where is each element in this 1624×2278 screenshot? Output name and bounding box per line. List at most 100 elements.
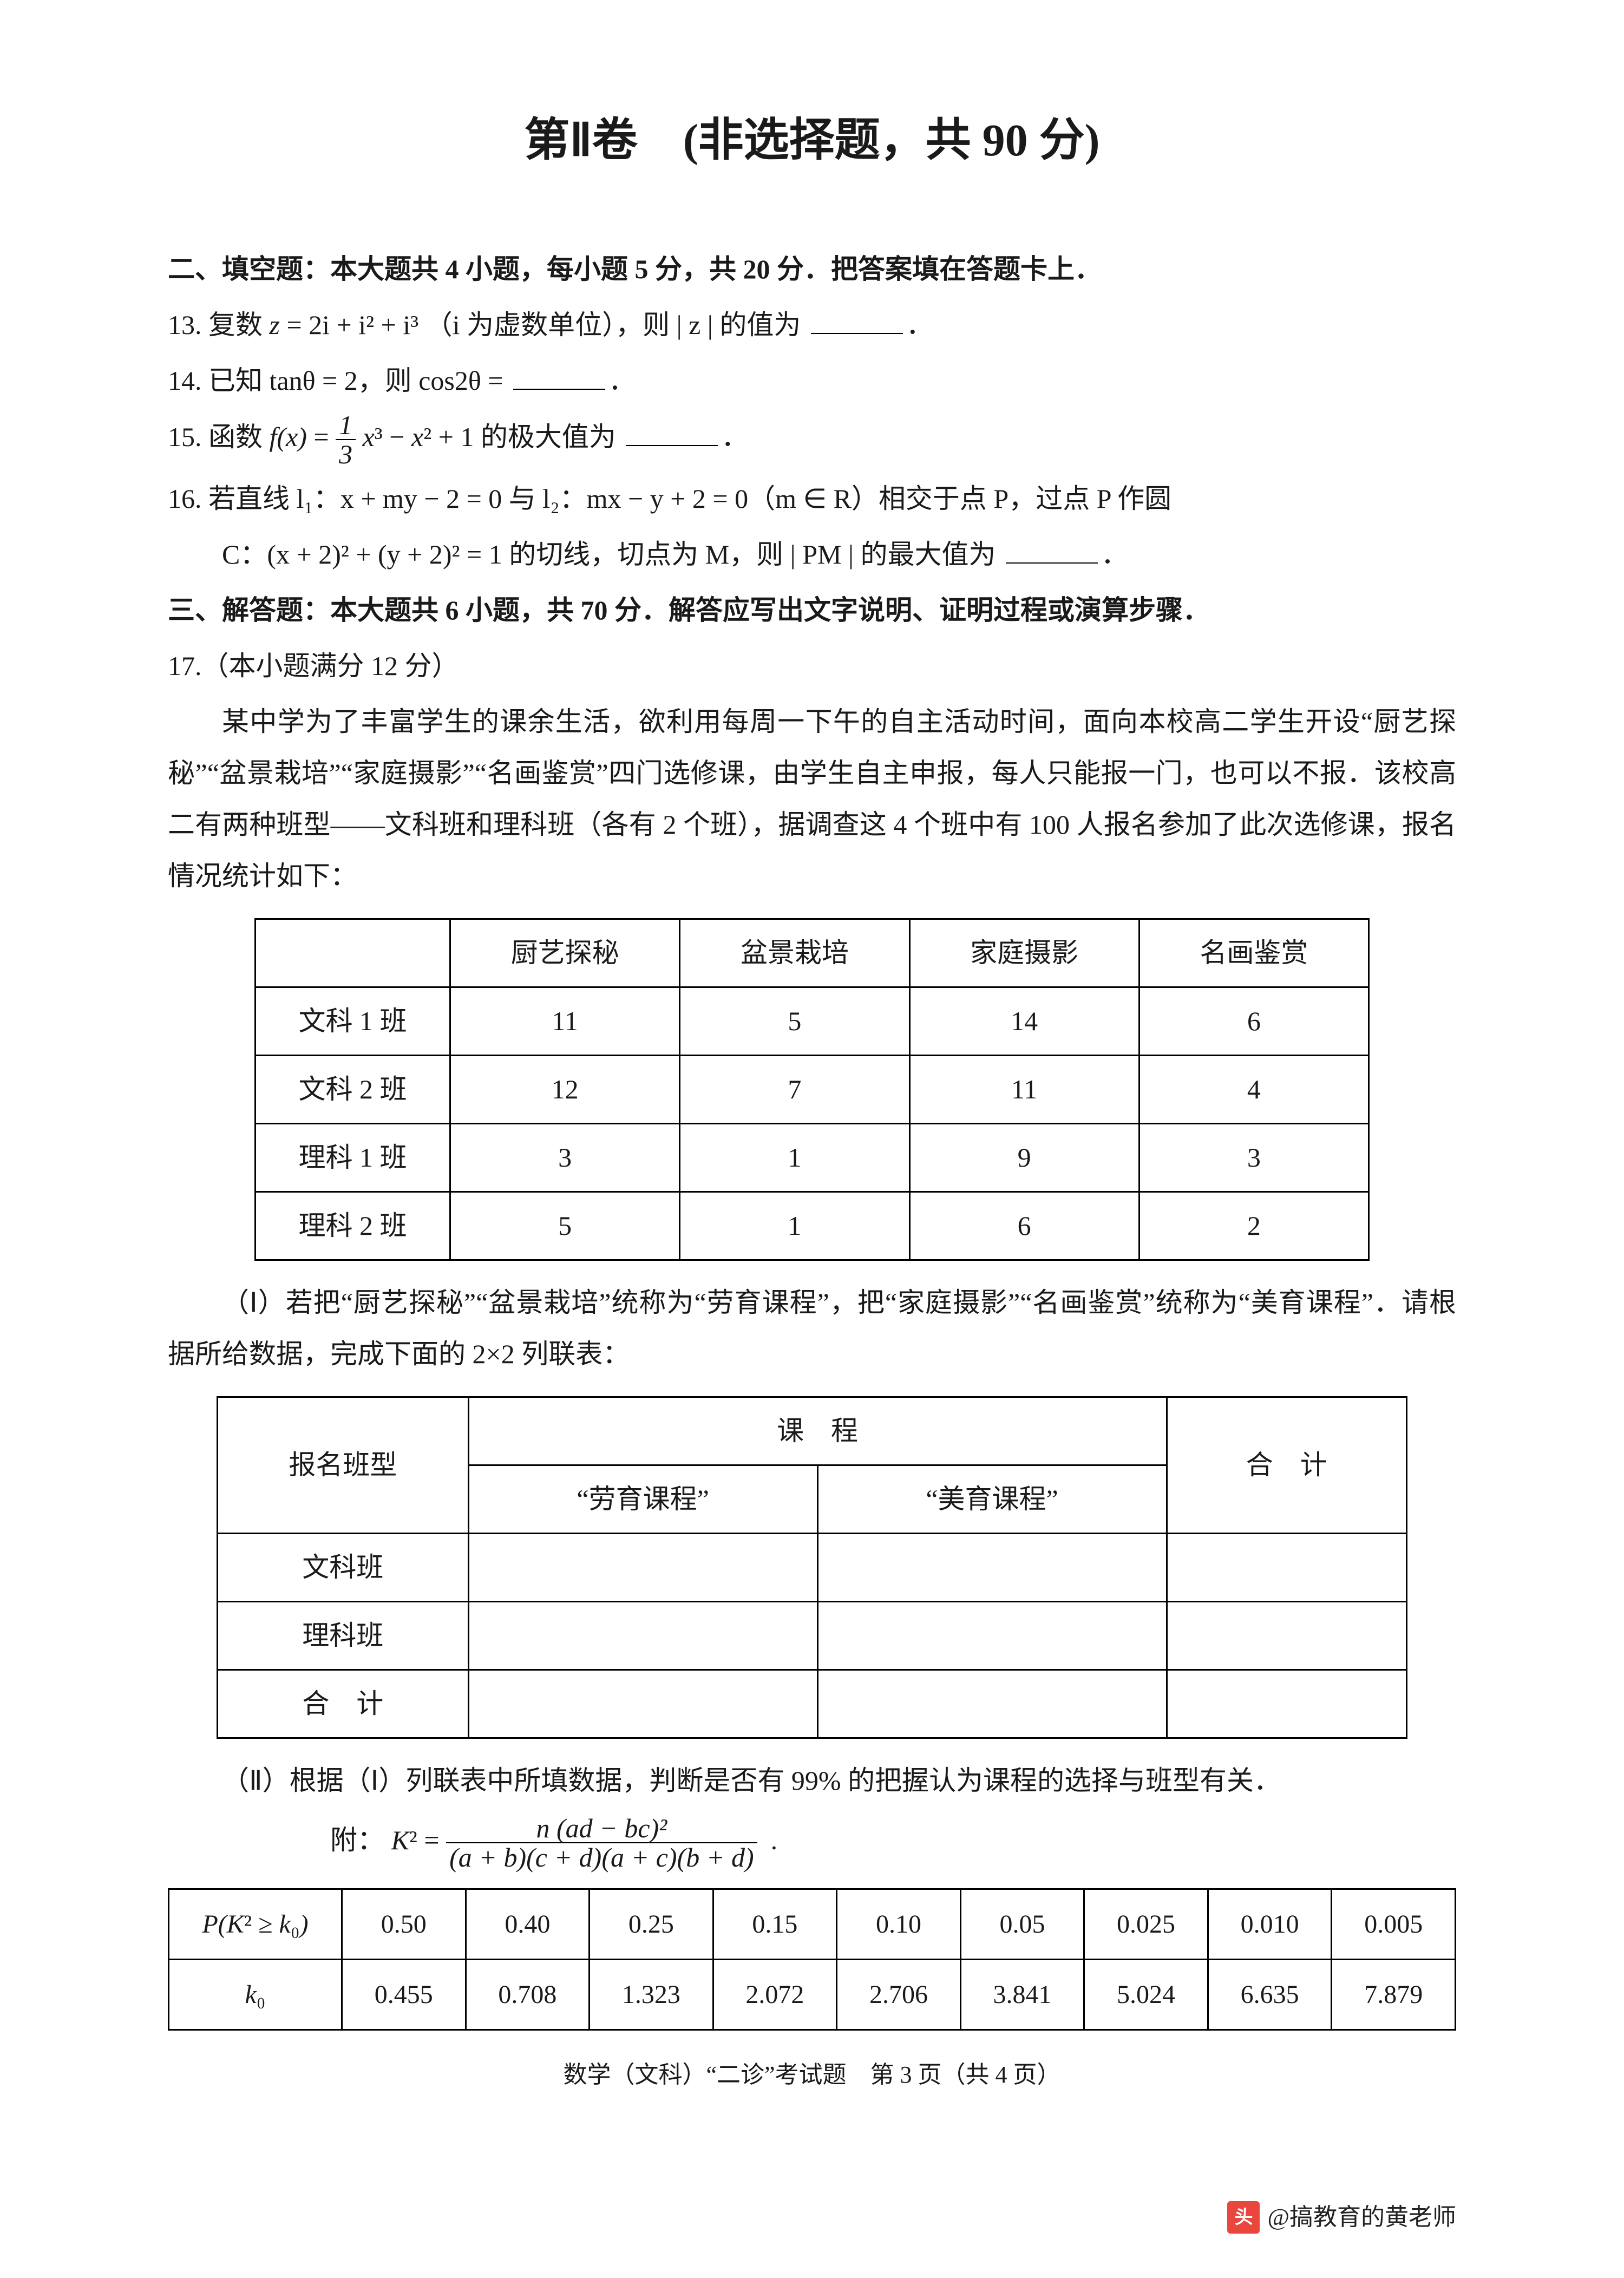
cell: 0.50 (342, 1889, 466, 1959)
cell: 2 (1139, 1192, 1368, 1260)
cell: 0.010 (1208, 1889, 1332, 1959)
row-label: 文科班 (218, 1533, 469, 1601)
blank-14 (513, 363, 605, 390)
question-16-line1: 16. 若直线 l₁：x + my − 2 = 0 与 l₂：mx − y + … (168, 473, 1456, 525)
table-row: P(K² ≥ k₀) 0.50 0.40 0.25 0.15 0.10 0.05… (169, 1889, 1456, 1959)
cell: 3 (450, 1123, 680, 1192)
blank-15 (626, 419, 718, 446)
table-row: 理科 2 班 5 1 6 2 (256, 1192, 1369, 1260)
row2-label: k₀ (169, 1959, 342, 2030)
question-16-line2: C：(x + 2)² + (y + 2)² = 1 的切线，切点为 M，则 | … (168, 529, 1456, 580)
q15-text-b: 的极大值为 (481, 422, 616, 452)
cell-empty (1167, 1601, 1406, 1670)
table-row: 理科班 (218, 1601, 1407, 1670)
q15-formula: f(x) = 13 x³ − x² + 1 (270, 422, 481, 452)
cell: 4 (1139, 1055, 1368, 1123)
cell-empty (468, 1533, 817, 1601)
cell-empty (817, 1670, 1167, 1738)
cell-empty (468, 1670, 817, 1738)
formula-denom: (a + b)(c + d)(a + c)(b + d) (446, 1843, 757, 1872)
formula-k2: 附： K² = n (ad − bc)² (a + b)(c + d)(a + … (168, 1814, 1456, 1872)
cell: 9 (909, 1123, 1139, 1192)
cell: 5 (450, 1192, 680, 1260)
cell: 0.005 (1332, 1889, 1456, 1959)
table-row: 厨艺探秘 盆景栽培 家庭摄影 名画鉴赏 (256, 919, 1369, 987)
table-row: k₀ 0.455 0.708 1.323 2.072 2.706 3.841 5… (169, 1959, 1456, 2030)
cell: 1 (680, 1192, 909, 1260)
th-col4: 名画鉴赏 (1139, 919, 1368, 987)
cell: 0.15 (713, 1889, 837, 1959)
cell-empty (468, 1601, 817, 1670)
th-meiyu: “美育课程” (817, 1465, 1167, 1533)
question-15: 15. 函数 f(x) = 13 x³ − x² + 1 的极大值为 ． (168, 411, 1456, 469)
cell-empty (817, 1601, 1167, 1670)
q17-part1-text: （Ⅰ）若把“厨艺探秘”“盆景栽培”统称为“劳育课程”，把“家庭摄影”“名画鉴赏”… (168, 1277, 1456, 1380)
question-14: 14. 已知 tanθ = 2，则 cos2θ = ． (168, 355, 1456, 407)
cell: 11 (909, 1055, 1139, 1123)
formula-numer: n (ad − bc)² (446, 1814, 757, 1844)
page-footer: 数学（文科）“二诊”考试题 第 3 页（共 4 页） (168, 2052, 1456, 2098)
cell: 1.323 (590, 1959, 713, 2030)
cell: 0.40 (466, 1889, 590, 1959)
q16-text-b: C：(x + 2)² + (y + 2)² = 1 的切线，切点为 M，则 | … (222, 539, 996, 570)
q13-formula: z = 2i + i² + i³ (270, 310, 419, 340)
question-13: 13. 复数 z = 2i + i² + i³ （i 为虚数单位），则 | z … (168, 299, 1456, 351)
cell: 3.841 (960, 1959, 1084, 2030)
row-label: 合 计 (218, 1670, 469, 1738)
table-row: 文科 2 班 12 7 11 4 (256, 1055, 1369, 1123)
page-title: 第Ⅱ卷 (非选择题，共 90 分) (168, 97, 1456, 184)
blank-13 (811, 307, 903, 334)
cell: 0.25 (590, 1889, 713, 1959)
cell: 1 (680, 1123, 909, 1192)
cell: 0.025 (1084, 1889, 1208, 1959)
row-label: 文科 1 班 (256, 987, 450, 1055)
question-17-header: 17.（本小题满分 12 分） (168, 640, 1456, 692)
table-row: 理科 1 班 3 1 9 3 (256, 1123, 1369, 1192)
table-critical-values: P(K² ≥ k₀) 0.50 0.40 0.25 0.15 0.10 0.05… (168, 1888, 1456, 2031)
row-label: 理科 2 班 (256, 1192, 450, 1260)
section-2-header: 二、填空题：本大题共 4 小题，每小题 5 分，共 20 分．把答案填在答题卡上… (168, 244, 1456, 295)
cell-empty (1167, 1533, 1406, 1601)
table-row: 文科班 (218, 1533, 1407, 1601)
row-label: 理科班 (218, 1601, 469, 1670)
toutiao-icon: 头 (1227, 2201, 1260, 2234)
cell-empty (1167, 1670, 1406, 1738)
section-3-header: 三、解答题：本大题共 6 小题，共 70 分．解答应写出文字说明、证明过程或演算… (168, 585, 1456, 636)
th-col2: 盆景栽培 (680, 919, 909, 987)
cell: 14 (909, 987, 1139, 1055)
cell: 7 (680, 1055, 909, 1123)
th-col3: 家庭摄影 (909, 919, 1139, 987)
th-heji: 合 计 (1167, 1397, 1406, 1533)
table-row: 合 计 (218, 1670, 1407, 1738)
cell: 2.072 (713, 1959, 837, 2030)
cell: 0.708 (466, 1959, 590, 2030)
formula-label: 附： (330, 1825, 384, 1855)
cell: 5 (680, 987, 909, 1055)
cell: 6.635 (1208, 1959, 1332, 2030)
cell: 11 (450, 987, 680, 1055)
cell: 0.455 (342, 1959, 466, 2030)
cell: 2.706 (837, 1959, 961, 2030)
table-row: 报名班型 课 程 合 计 (218, 1397, 1407, 1465)
th-laoyu: “劳育课程” (468, 1465, 817, 1533)
cell: 3 (1139, 1123, 1368, 1192)
cell: 7.879 (1332, 1959, 1456, 2030)
cell: 6 (1139, 987, 1368, 1055)
table-contingency: 报名班型 课 程 合 计 “劳育课程” “美育课程” 文科班 理科班 合 计 (217, 1396, 1407, 1739)
row1-label: P(K² ≥ k₀) (169, 1889, 342, 1959)
cell-empty (817, 1533, 1167, 1601)
q13-text-a: 13. 复数 (168, 310, 270, 340)
cell: 6 (909, 1192, 1139, 1260)
watermark-text: @搞教育的黄老师 (1267, 2195, 1456, 2240)
q17-part2-text: （Ⅱ）根据（Ⅰ）列联表中所填数据，判断是否有 99% 的把握认为课程的选择与班型… (168, 1755, 1456, 1806)
table-row: 文科 1 班 11 5 14 6 (256, 987, 1369, 1055)
cell: 5.024 (1084, 1959, 1208, 2030)
cell: 0.10 (837, 1889, 961, 1959)
th-kecheng: 课 程 (468, 1397, 1167, 1465)
formula-body: K² = n (ad − bc)² (a + b)(c + d)(a + c)(… (391, 1825, 764, 1855)
q13-text-b: （i 为虚数单位），则 | z | 的值为 (425, 310, 801, 340)
cell: 12 (450, 1055, 680, 1123)
row-label: 理科 1 班 (256, 1123, 450, 1192)
table-enrollment: 厨艺探秘 盆景栽培 家庭摄影 名画鉴赏 文科 1 班 11 5 14 6 文科 … (254, 918, 1370, 1261)
q14-text: 14. 已知 tanθ = 2，则 cos2θ = (168, 365, 510, 396)
